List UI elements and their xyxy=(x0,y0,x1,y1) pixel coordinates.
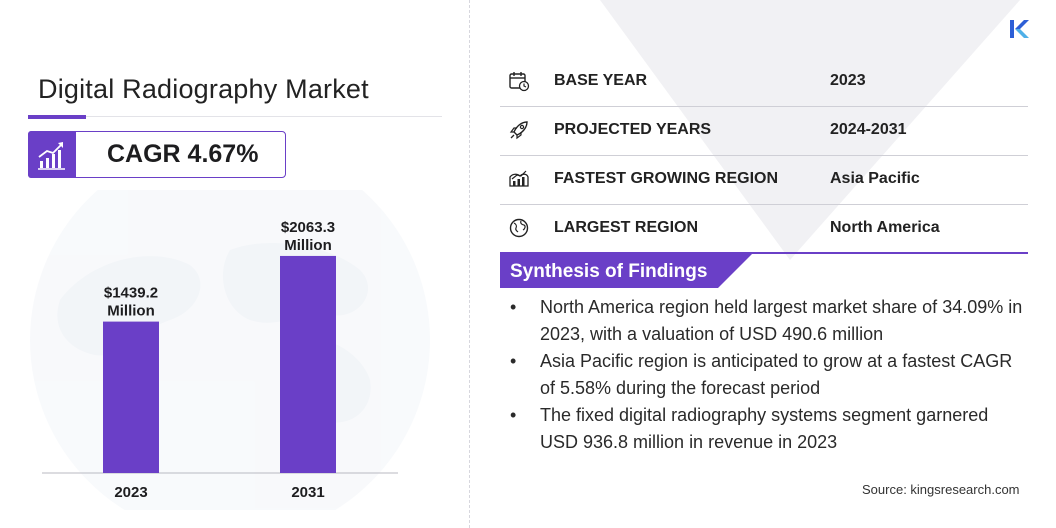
info-value: Asia Pacific xyxy=(830,170,920,187)
synthesis-rule xyxy=(500,252,1028,254)
cagr-box: CAGR 4.67% xyxy=(28,131,286,178)
bar-2031 xyxy=(280,255,336,473)
bar-unit-label: Million xyxy=(284,237,332,254)
cagr-value: CAGR 4.67% xyxy=(107,140,259,168)
info-label: PROJECTED YEARS xyxy=(554,121,712,138)
bar-2023 xyxy=(103,321,159,473)
synthesis-tab xyxy=(500,252,754,288)
title-accent xyxy=(28,115,86,119)
finding-text: The fixed digital radiography systems se… xyxy=(540,405,989,452)
source-note: Source: kingsresearch.com xyxy=(862,482,1020,497)
info-value: 2024-2031 xyxy=(830,121,907,138)
info-label: LARGEST REGION xyxy=(554,219,699,236)
calendar-icon xyxy=(509,72,530,92)
info-row-projected-years: PROJECTED YEARS 2024-2031 xyxy=(500,107,1028,156)
synthesis-title: Synthesis of Findings xyxy=(510,261,708,282)
finding-text: Asia Pacific region is anticipated to gr… xyxy=(540,351,1013,398)
globe-icon xyxy=(509,218,529,238)
x-tick-label: 2031 xyxy=(291,484,324,501)
market-info-table: BASE YEAR 2023 PROJECTED YEARS 2024-2031… xyxy=(500,58,1028,254)
info-label: FASTEST GROWING REGION xyxy=(554,170,779,187)
vertical-divider xyxy=(469,0,470,528)
title-rule xyxy=(28,116,442,117)
info-value: 2023 xyxy=(830,72,866,89)
list-item: • North America region held largest marke… xyxy=(510,297,1023,344)
info-row-largest-region: LARGEST REGION North America xyxy=(500,205,1028,254)
info-row-fastest-growing-region: FASTEST GROWING REGION Asia Pacific xyxy=(500,156,1028,205)
finding-text: North America region held largest market… xyxy=(540,297,1023,344)
findings-list: • North America region held largest marke… xyxy=(504,294,1024,456)
growth-chart-icon xyxy=(38,142,65,170)
bar-value-label: $2063.3 xyxy=(281,219,335,236)
bar-unit-label: Million xyxy=(107,303,155,320)
kings-research-logo xyxy=(1010,20,1029,38)
list-item: • Asia Pacific region is anticipated to g… xyxy=(510,351,1013,398)
bar-value-label: $1439.2 xyxy=(104,285,158,302)
x-tick-label: 2023 xyxy=(114,484,147,501)
page-title: Digital Radiography Market xyxy=(38,74,369,104)
list-item: • The fixed digital radiography systems s… xyxy=(510,405,989,452)
rocket-icon xyxy=(509,121,528,140)
region-growth-icon xyxy=(509,170,529,187)
info-label: BASE YEAR xyxy=(554,72,648,89)
cagr-icon-box xyxy=(28,131,76,178)
background-wedge xyxy=(600,0,1020,260)
world-map-background xyxy=(30,190,430,510)
info-value: North America xyxy=(830,219,940,236)
info-row-base-year: BASE YEAR 2023 xyxy=(500,58,1028,107)
